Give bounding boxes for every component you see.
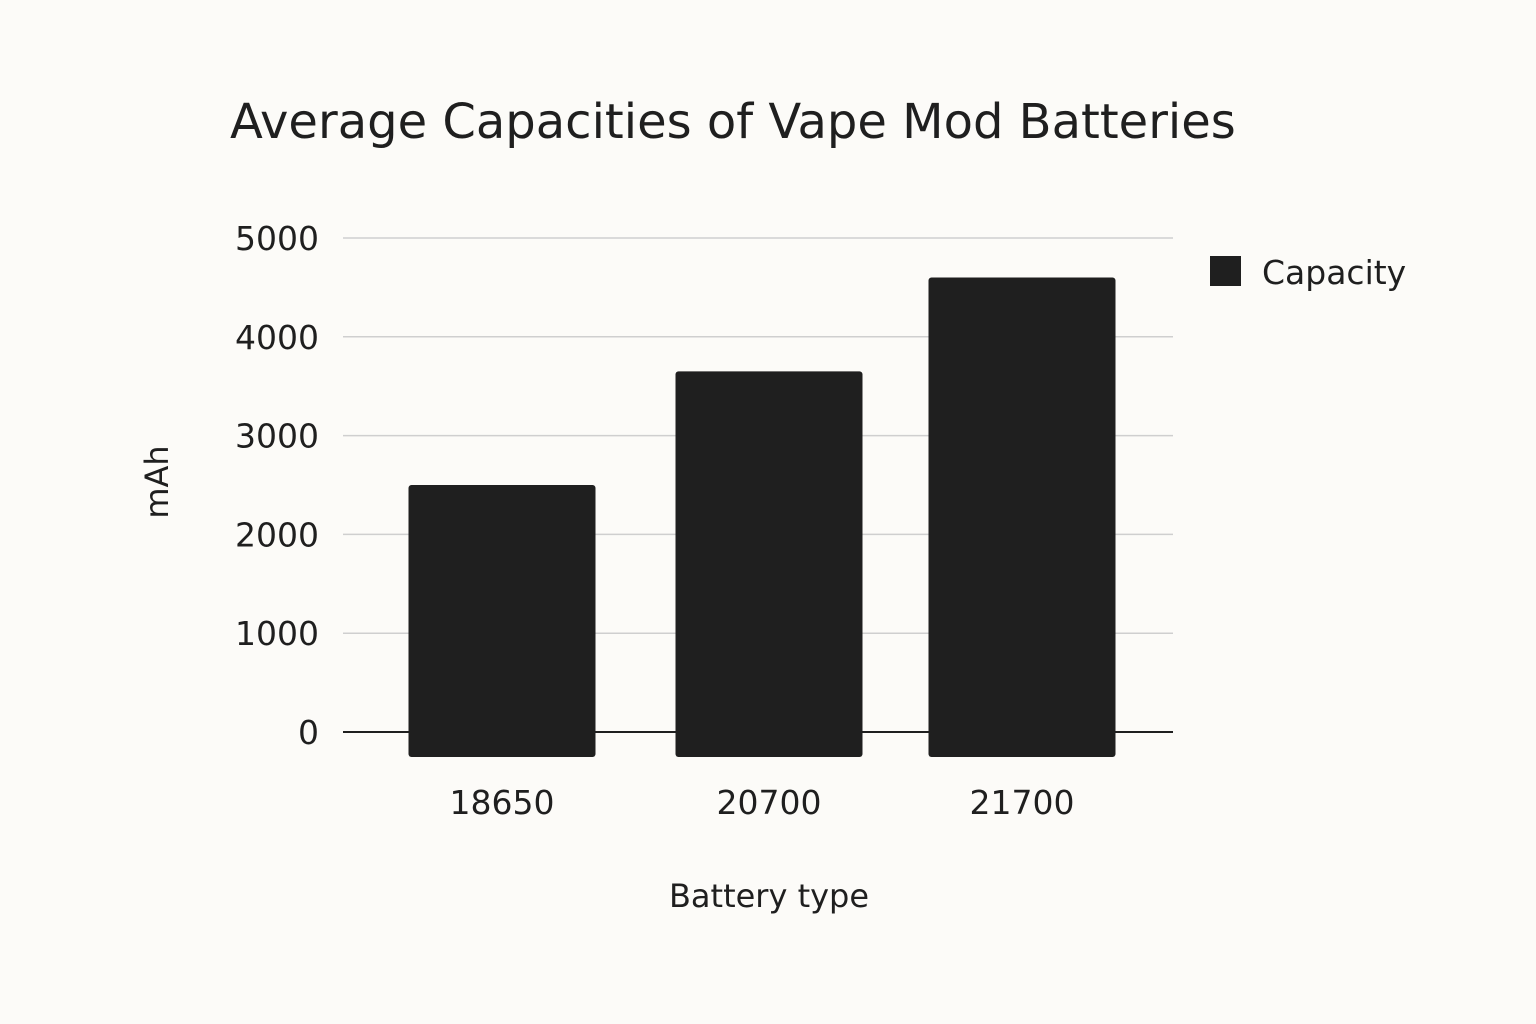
y-axis-title: mAh xyxy=(138,445,176,518)
y-tick-labels: 0 1000 2000 3000 4000 5000 xyxy=(235,219,319,752)
x-axis-title: Battery type xyxy=(669,877,869,915)
bar-18650 xyxy=(408,485,596,757)
bar-21700 xyxy=(928,277,1116,757)
y-tick-label: 4000 xyxy=(235,318,319,357)
x-tick-label: 20700 xyxy=(717,783,822,822)
legend: Capacity xyxy=(1210,253,1406,292)
bar-20700 xyxy=(675,371,863,757)
y-tick-label: 3000 xyxy=(235,417,319,456)
x-tick-label: 18650 xyxy=(450,783,555,822)
bars xyxy=(408,277,1116,757)
legend-swatch xyxy=(1210,256,1241,286)
y-tick-label: 0 xyxy=(298,713,319,752)
x-tick-labels: 18650 20700 21700 xyxy=(450,783,1075,822)
chart-title: Average Capacities of Vape Mod Batteries xyxy=(230,94,1236,150)
x-tick-label: 21700 xyxy=(970,783,1075,822)
y-tick-label: 1000 xyxy=(235,614,319,653)
y-tick-label: 5000 xyxy=(235,219,319,258)
y-tick-label: 2000 xyxy=(235,515,319,554)
legend-label-capacity: Capacity xyxy=(1262,253,1406,292)
